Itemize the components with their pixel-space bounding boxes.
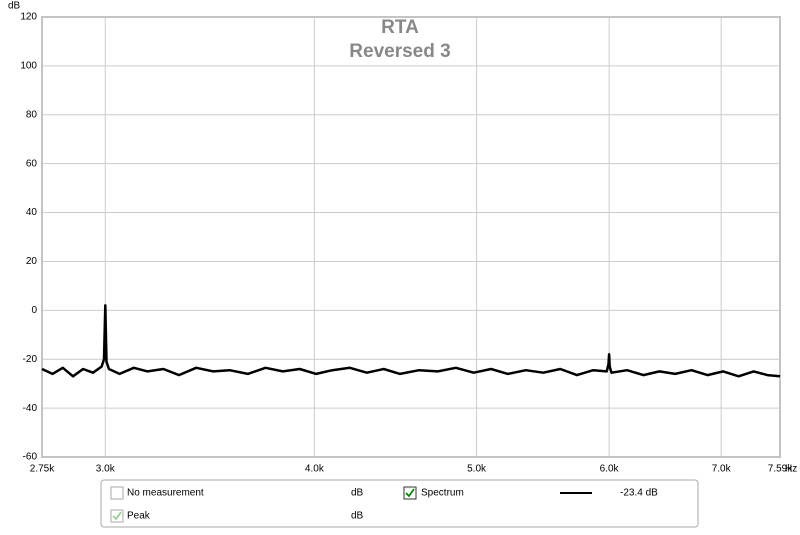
series-line [41,304,781,378]
plot-area [41,16,781,458]
legend-label: No measurement [127,488,204,499]
y-tick-label: 60 [26,158,38,169]
legend-panel [100,479,699,528]
y-tick-label: 100 [20,61,37,72]
check-mark [112,511,122,521]
x-tick-label: 6.0k [600,464,620,475]
y-tick-label: 80 [26,109,38,120]
y-tick-label: 20 [26,256,38,267]
x-tick-label: 3.0k [96,464,116,475]
x-tick-label: 7.59k [768,464,793,475]
x-tick-label: 7.0k [712,464,732,475]
y-tick-label: -60 [23,452,38,463]
legend-unit: dB [351,488,364,499]
y-tick-label: -20 [23,354,38,365]
checkbox[interactable] [403,486,417,500]
checkbox[interactable] [110,509,124,523]
chart-subtitle: Reversed 3 [349,41,450,62]
x-unit-label: Hz [785,464,797,475]
y-tick-label: 40 [26,207,38,218]
y-tick-label: 120 [20,12,37,23]
legend-label: Peak [127,511,151,522]
y-tick-label: -40 [23,403,38,414]
x-tick-label: 2.75k [30,464,55,475]
y-axis-label: dB [8,1,21,12]
readout: -23.4 dB [620,488,658,499]
checkbox[interactable] [110,486,124,500]
check-mark [405,488,415,498]
chart-title: RTA [381,17,419,38]
x-tick-label: 4.0k [305,464,325,475]
legend-label: Spectrum [421,488,464,499]
y-tick-label: 0 [31,305,37,316]
legend-unit: dB [351,511,364,522]
x-tick-label: 5.0k [467,464,487,475]
